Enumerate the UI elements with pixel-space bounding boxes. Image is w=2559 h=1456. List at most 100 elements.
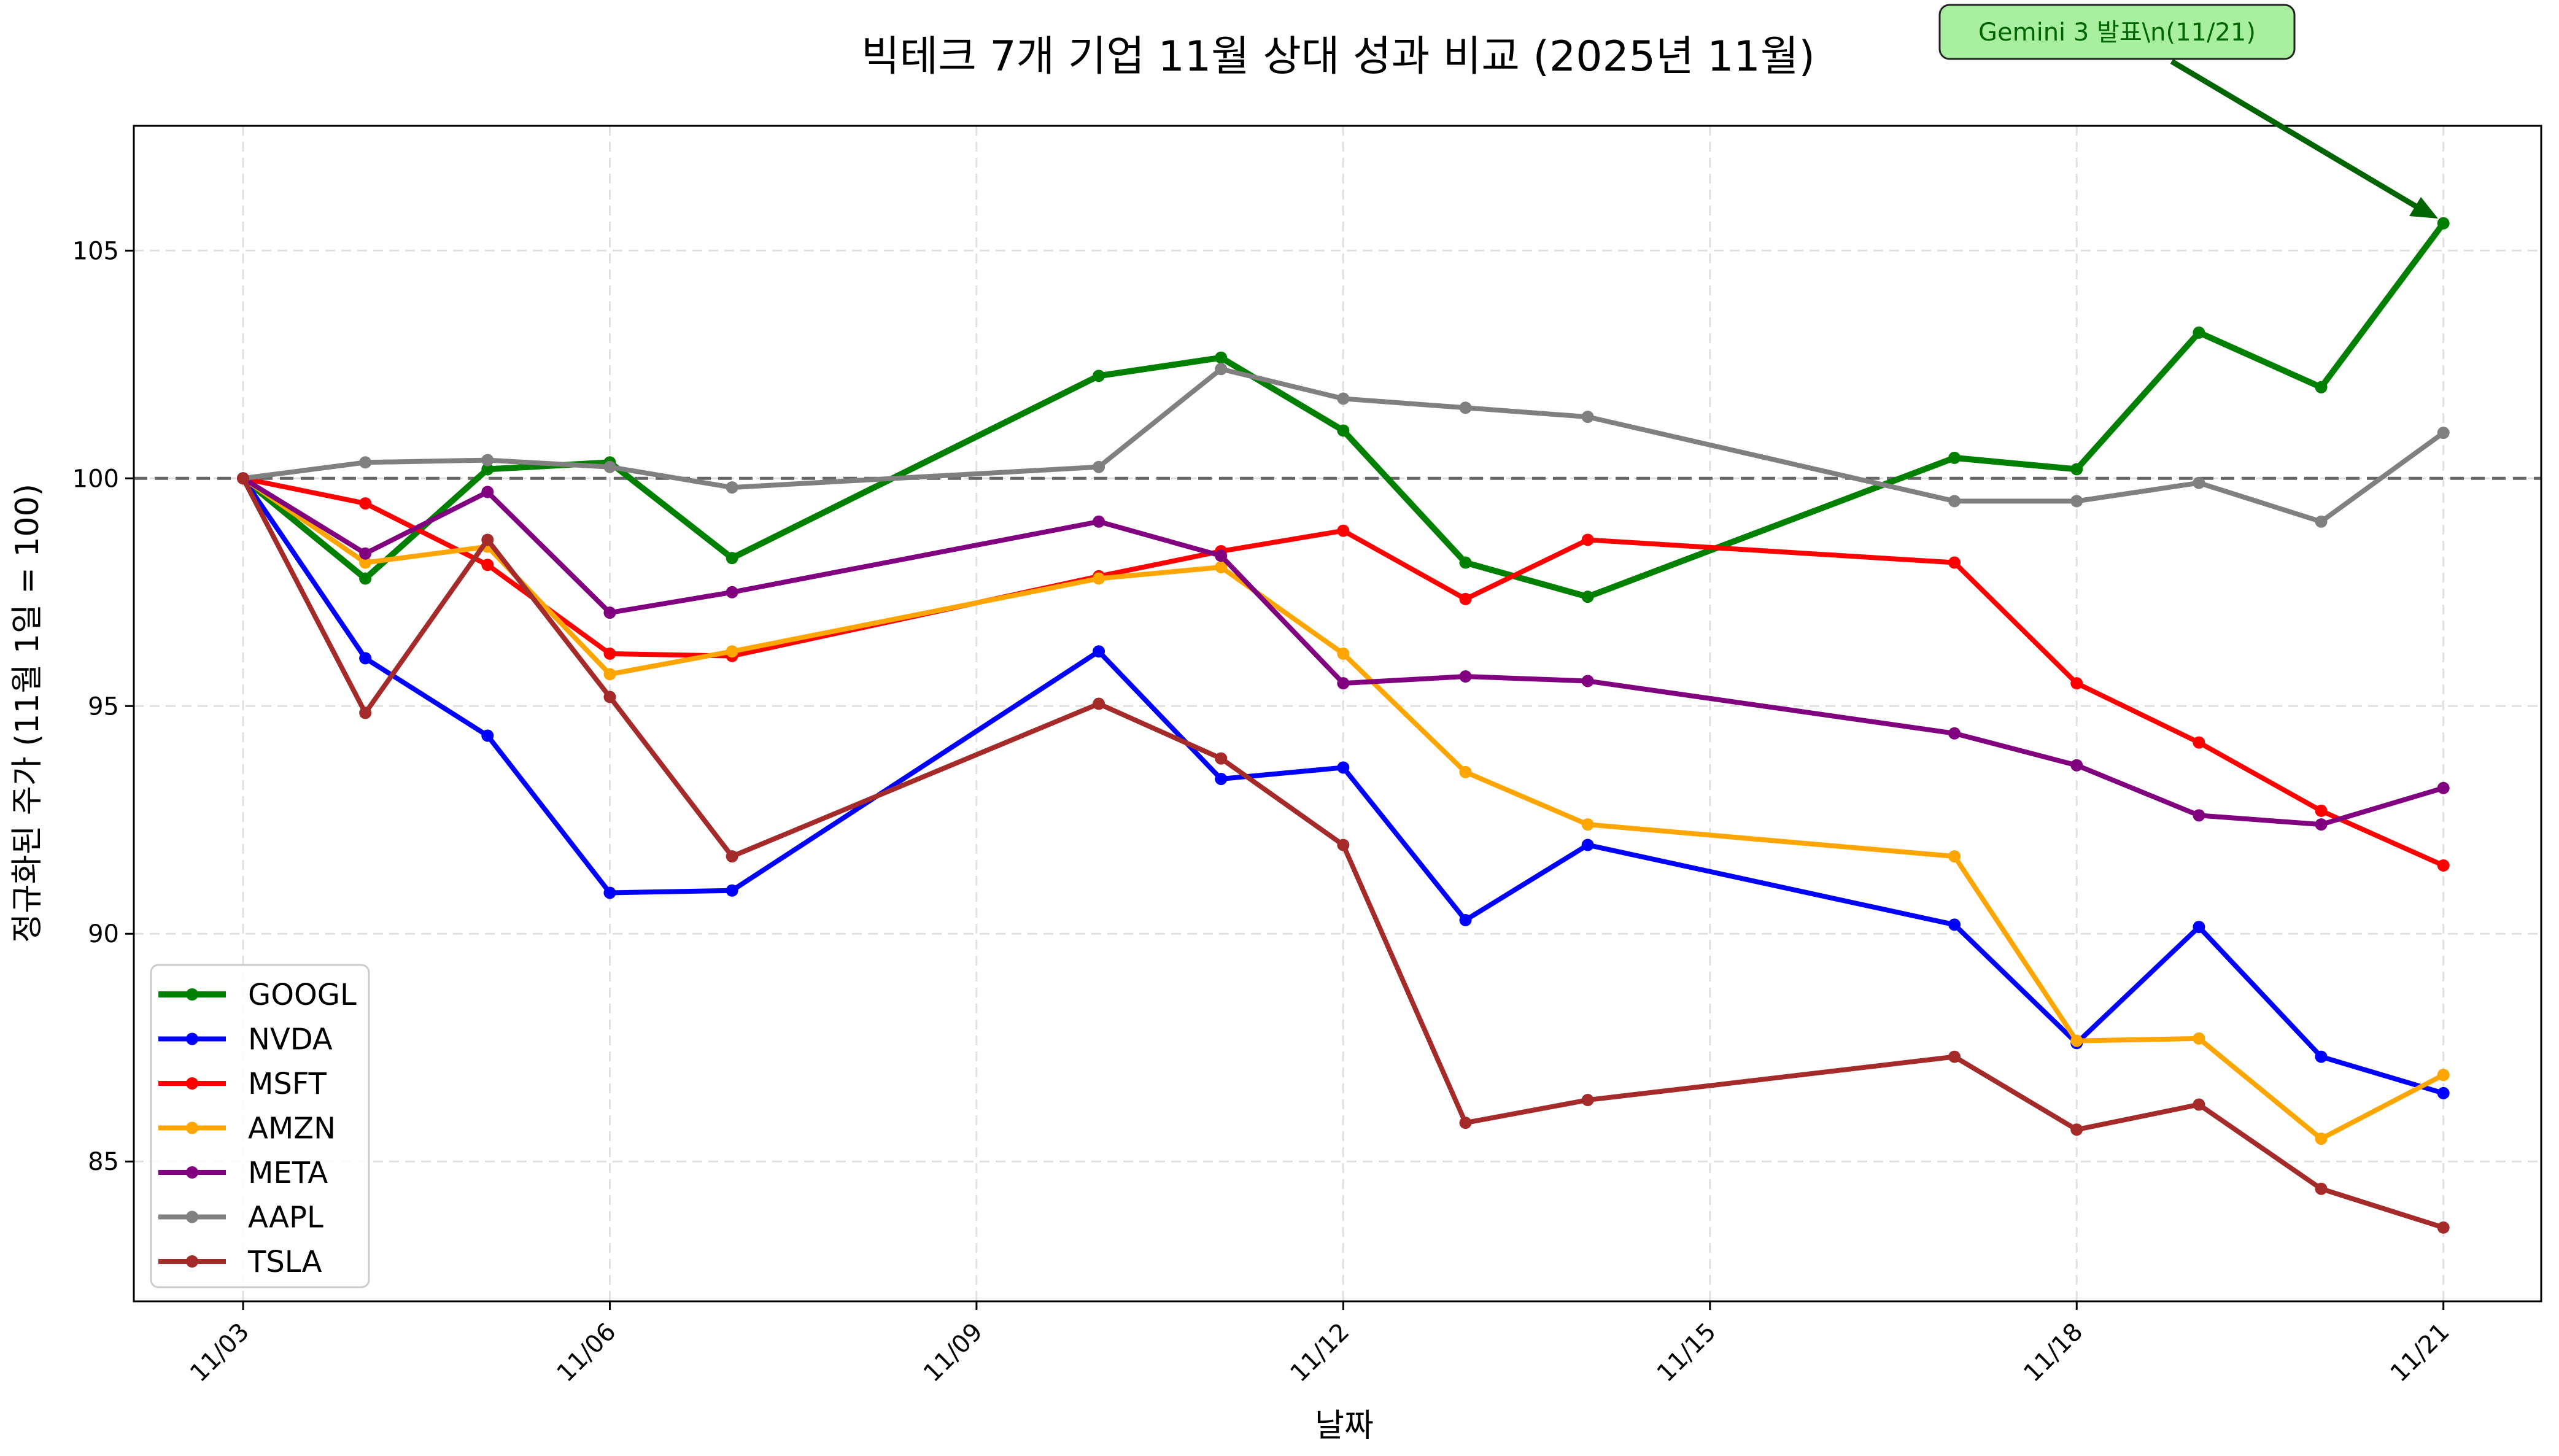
- data-point: [359, 572, 372, 585]
- legend-marker-icon: [186, 1166, 198, 1179]
- data-point: [1337, 677, 1350, 690]
- data-point: [1337, 838, 1350, 851]
- data-point: [2437, 427, 2450, 440]
- legend-marker-icon: [186, 1255, 198, 1268]
- data-point: [2070, 1034, 2083, 1047]
- data-point: [2315, 804, 2328, 817]
- annotation-gemini: Gemini 3 발표\n(11/21): [1938, 4, 2438, 219]
- series-layer: [237, 217, 2450, 1234]
- data-point: [726, 850, 738, 863]
- data-point: [726, 586, 738, 598]
- data-point: [359, 456, 372, 469]
- data-point: [1093, 572, 1105, 585]
- data-point: [2193, 1098, 2205, 1111]
- data-point: [603, 691, 616, 703]
- data-point: [1093, 515, 1105, 528]
- data-point: [603, 606, 616, 619]
- data-point: [237, 472, 250, 485]
- data-point: [1948, 727, 1961, 740]
- data-point: [1215, 549, 1228, 562]
- data-point: [2315, 1182, 2328, 1195]
- y-tick-label: 85: [88, 1148, 119, 1176]
- data-point: [1581, 411, 1594, 424]
- data-point: [2315, 381, 2328, 393]
- data-point: [359, 707, 372, 719]
- y-axis-title: 정규화된 주가 (11월 1일 = 100): [9, 484, 46, 943]
- data-point: [1215, 363, 1228, 376]
- data-point: [2437, 217, 2450, 230]
- data-point: [726, 552, 738, 565]
- data-point: [481, 463, 494, 476]
- legend-label: MSFT: [248, 1067, 327, 1101]
- data-point: [481, 454, 494, 467]
- data-point: [2070, 759, 2083, 772]
- data-point: [2437, 781, 2450, 794]
- legend-item-googl: GOOGL: [158, 978, 357, 1012]
- x-axis-title: 날짜: [1315, 1408, 1374, 1444]
- data-point: [2437, 1069, 2450, 1082]
- data-point: [359, 652, 372, 665]
- data-point: [2193, 1032, 2205, 1045]
- data-point: [1215, 752, 1228, 765]
- data-point: [1948, 918, 1961, 931]
- data-point: [359, 556, 372, 569]
- legend-items: GOOGL NVDA MSFT AMZN META AAPL TSLA: [158, 978, 357, 1279]
- data-point: [359, 497, 372, 510]
- legend: GOOGL NVDA MSFT AMZN META AAPL TSLA: [150, 964, 370, 1288]
- data-point: [1215, 560, 1228, 573]
- data-point: [481, 486, 494, 498]
- data-point: [481, 729, 494, 742]
- data-point: [1581, 838, 1594, 851]
- annotation-arrow: [2170, 59, 2430, 216]
- data-point: [2315, 1050, 2328, 1063]
- data-point: [1459, 592, 1472, 605]
- data-point: [1948, 451, 1961, 464]
- data-point: [1581, 591, 1594, 603]
- plot-area: [133, 125, 2542, 1303]
- legend-label: AAPL: [248, 1201, 323, 1235]
- series-tsla: [237, 472, 2450, 1234]
- data-point: [603, 647, 616, 660]
- legend-marker-icon: [186, 1210, 198, 1223]
- data-point: [1581, 818, 1594, 831]
- y-tick-label: 90: [88, 920, 119, 948]
- legend-marker-icon: [186, 1121, 198, 1134]
- data-point: [481, 559, 494, 571]
- y-tick-label: 100: [72, 465, 119, 493]
- y-tick-label: 95: [88, 692, 119, 721]
- legend-marker-icon: [186, 1032, 198, 1045]
- data-point: [481, 533, 494, 546]
- data-point: [2437, 1086, 2450, 1099]
- chart-title: 빅테크 7개 기업 11월 상대 성과 비교 (2025년 11월): [861, 33, 1815, 81]
- arrow-head-icon: [2409, 197, 2438, 219]
- data-point: [2315, 515, 2328, 528]
- data-point: [2437, 1221, 2450, 1234]
- data-point: [2070, 463, 2083, 476]
- legend-marker-icon: [186, 1077, 198, 1090]
- data-point: [1093, 645, 1105, 658]
- legend-item-meta: META: [158, 1156, 328, 1190]
- data-point: [2070, 677, 2083, 690]
- data-point: [2193, 326, 2205, 339]
- data-point: [726, 645, 738, 658]
- data-point: [1948, 850, 1961, 863]
- data-point: [1581, 675, 1594, 687]
- data-point: [2315, 1133, 2328, 1145]
- data-point: [1215, 351, 1228, 364]
- legend-label: GOOGL: [248, 978, 357, 1012]
- data-point: [1948, 556, 1961, 569]
- data-point: [1215, 772, 1228, 785]
- data-point: [1459, 401, 1472, 414]
- data-point: [1459, 1117, 1472, 1129]
- data-point: [1459, 765, 1472, 778]
- data-point: [726, 481, 738, 494]
- data-point: [1337, 524, 1350, 537]
- plot-frame: [133, 125, 2542, 1303]
- data-point: [2193, 809, 2205, 822]
- data-point: [1337, 647, 1350, 660]
- data-point: [1459, 913, 1472, 926]
- legend-item-aapl: AAPL: [158, 1201, 323, 1235]
- legend-label: AMZN: [248, 1112, 336, 1146]
